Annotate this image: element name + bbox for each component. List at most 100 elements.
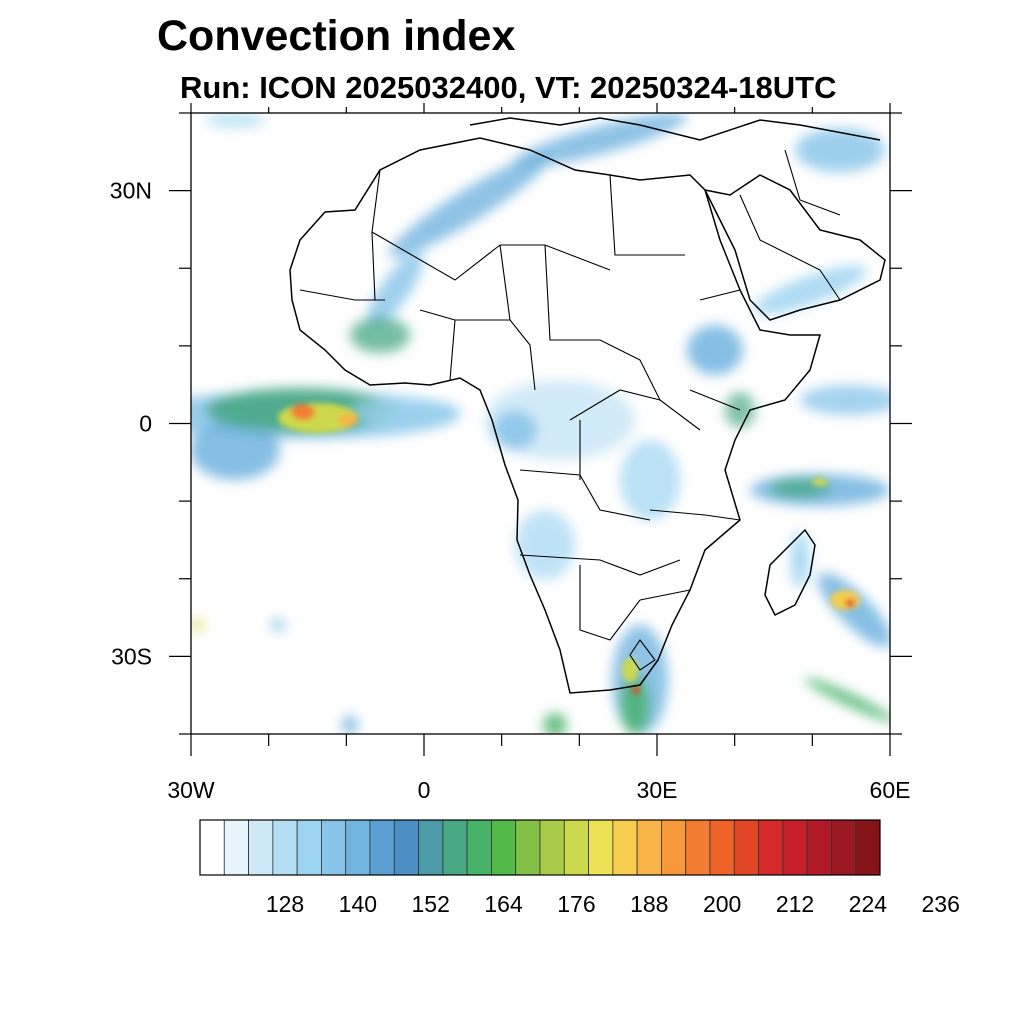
colorbar-swatch [345, 819, 371, 876]
colorbar-swatch [782, 819, 808, 876]
border-line [784, 149, 841, 216]
field-arabia [753, 265, 867, 315]
colorbar-swatch [733, 819, 759, 876]
field-atlantic-orange [291, 404, 315, 420]
border-line [299, 289, 385, 301]
field-east-congo [620, 440, 680, 520]
field-iran [795, 128, 885, 172]
field-se-core-red [845, 599, 855, 607]
colorbar-label: 224 [849, 891, 888, 917]
field-madagascar [790, 532, 810, 588]
border-line [371, 169, 381, 301]
field-south-atlantic [342, 715, 358, 734]
x-tick-label: 0 [418, 777, 431, 803]
field-se-core [830, 590, 860, 610]
border-line [649, 509, 741, 521]
colorbar-swatch [563, 819, 589, 876]
border-line [609, 174, 685, 256]
madagascar [764, 528, 816, 617]
chart-subtitle: Run: ICON 2025032400, VT: 20250324-18UTC [180, 70, 837, 105]
colorbar-swatch [588, 819, 614, 876]
y-tick-label: 30N [110, 178, 152, 204]
colorbar-swatch [539, 819, 565, 876]
y-tick-label: 0 [139, 411, 152, 437]
chart-title: Convection index [157, 12, 516, 60]
europe-coastline [469, 117, 881, 141]
y-tick-label: 30S [111, 643, 152, 669]
colorbar-swatch [393, 819, 419, 876]
border-line [499, 244, 536, 391]
colorbar-label: 176 [557, 891, 595, 917]
field-io-yellow [812, 478, 828, 486]
colorbar-swatch [199, 819, 225, 876]
colorbar-swatch [515, 819, 541, 876]
x-tick-label: 30E [637, 777, 678, 803]
colorbar-swatch [612, 819, 638, 876]
axes: 30W 0 30E 60E 30N 0 30S [110, 103, 912, 803]
field-sa-yellow [622, 658, 638, 682]
colorbar-swatch [272, 819, 298, 876]
field-med [512, 113, 688, 167]
colorbar-swatch [296, 819, 322, 876]
x-tick-label: 30W [167, 777, 215, 803]
field-atlantic-east [350, 398, 460, 426]
x-tick-label: 60E [870, 777, 911, 803]
coastlines [289, 117, 886, 694]
field-atlantic-orange-2 [338, 414, 358, 426]
field-sa-ocean [543, 713, 567, 734]
border-line [699, 289, 761, 331]
colorbar-frame [199, 819, 881, 876]
border-line [639, 589, 691, 601]
field-west-africa [350, 317, 410, 353]
field-atlantic-west [191, 420, 280, 480]
colorbar-swatch [369, 819, 395, 876]
colorbar: 128 140 152 164 176 188 200 212 224 236 [199, 819, 960, 917]
field-sahara-band [388, 152, 552, 258]
border-line [689, 389, 741, 411]
field-gabon [493, 410, 537, 450]
colorbar-swatch [442, 819, 468, 876]
border-line [419, 309, 456, 381]
colorbar-swatch [418, 819, 444, 876]
field-sa-red [632, 686, 640, 694]
arabia-coastline [703, 174, 886, 321]
colorbar-label: 212 [776, 891, 814, 917]
colorbar-label: 128 [266, 891, 304, 917]
border-line [519, 554, 681, 576]
colorbar-swatch [685, 819, 711, 876]
border-line [544, 244, 661, 401]
field-sw-dot [270, 619, 286, 631]
colorbar-swatch [466, 819, 492, 876]
field-angola [515, 510, 575, 580]
field-nw [205, 113, 265, 128]
field-sw-south [804, 678, 890, 722]
colorbar-swatch [806, 819, 832, 876]
colorbar-label: 236 [922, 891, 960, 917]
colorbar-swatch [709, 819, 735, 876]
colorbar-swatch [223, 819, 249, 876]
convection-field [191, 113, 890, 734]
colorbar-swatch [248, 819, 274, 876]
field-south-africa-green [620, 675, 650, 734]
colorbar-label: 188 [630, 891, 668, 917]
field-sahara-band-2 [366, 252, 424, 328]
border-line [569, 389, 701, 431]
colorbar-swatch [831, 819, 857, 876]
border-line [629, 639, 656, 671]
border-line [739, 194, 841, 301]
field-w-dot [191, 619, 203, 631]
border-line [519, 469, 651, 521]
colorbar-swatch [855, 819, 881, 876]
colorbar-label: 152 [412, 891, 450, 917]
colorbar-label: 200 [703, 891, 741, 917]
colorbar-label: 164 [484, 891, 523, 917]
africa-coastline [289, 137, 821, 694]
colorbar-swatch [758, 819, 784, 876]
colorbar-swatch [636, 819, 662, 876]
borders [299, 149, 841, 671]
colorbar-swatch [321, 819, 347, 876]
colorbar-swatch [491, 819, 517, 876]
colorbar-label: 140 [339, 891, 377, 917]
colorbar-swatch [661, 819, 687, 876]
